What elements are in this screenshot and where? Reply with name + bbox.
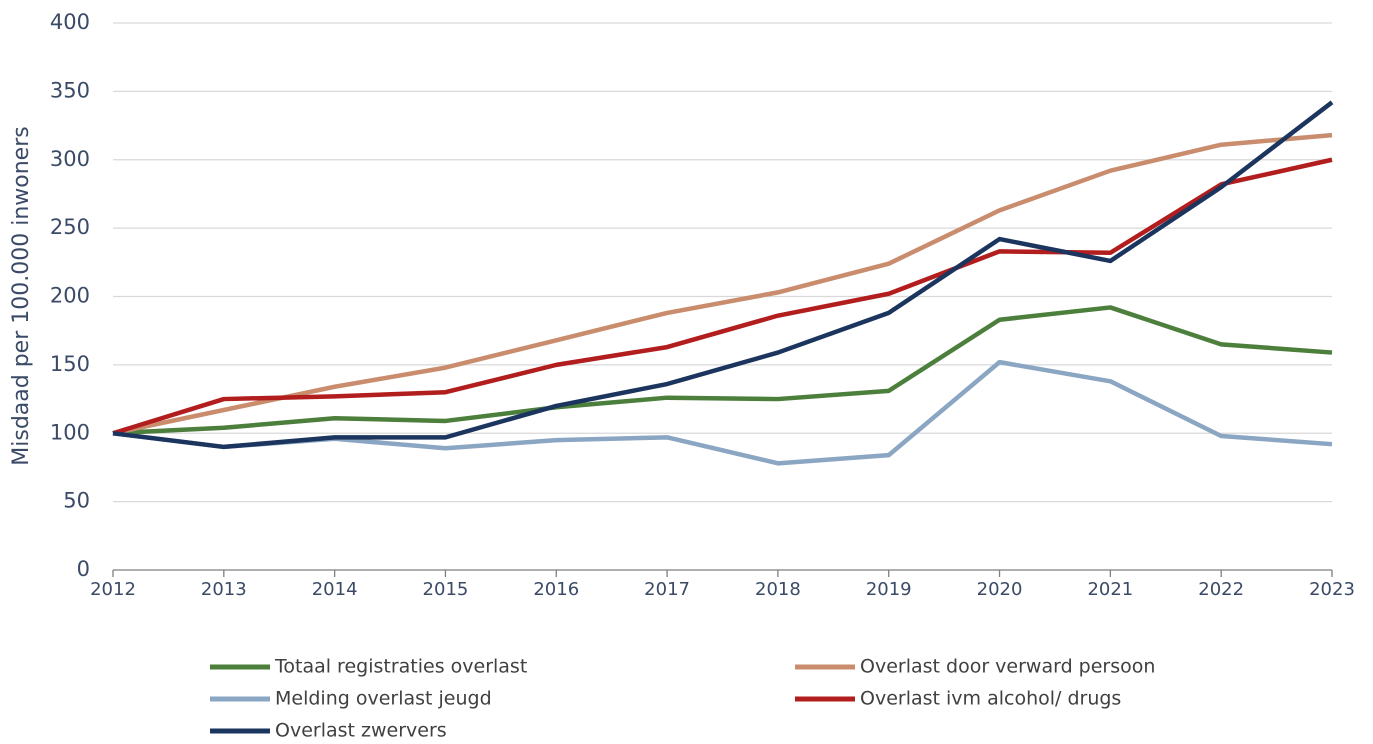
series-line xyxy=(112,100,1334,450)
x-tick-label: 2017 xyxy=(644,579,690,600)
series-line xyxy=(112,305,1333,436)
x-tick-label: 2015 xyxy=(423,579,469,600)
y-tick-label: 400 xyxy=(50,10,90,34)
y-axis-label: Misdaad per 100.000 inwoners xyxy=(9,126,34,465)
x-tick-label: 2013 xyxy=(201,579,247,600)
legend-label: Overlast door verward persoon xyxy=(860,656,1155,678)
y-tick-label: 50 xyxy=(63,489,90,513)
series-line xyxy=(112,359,1333,466)
series-line xyxy=(112,132,1333,436)
x-tick-label: 2023 xyxy=(1309,579,1355,600)
y-tick-label: 350 xyxy=(50,78,90,102)
y-tick-label: 0 xyxy=(77,557,90,581)
x-tick-label: 2012 xyxy=(90,579,136,600)
legend-label: Melding overlast jeugd xyxy=(275,688,492,710)
series-line xyxy=(112,157,1333,436)
y-tick-label: 200 xyxy=(50,284,90,308)
x-tick-label: 2019 xyxy=(866,579,912,600)
x-tick-label: 2016 xyxy=(533,579,579,600)
x-tick-label: 2014 xyxy=(312,579,358,600)
y-tick-label: 150 xyxy=(50,352,90,376)
x-tick-label: 2020 xyxy=(977,579,1023,600)
x-tick-label: 2022 xyxy=(1198,579,1244,600)
legend-label: Overlast zwervers xyxy=(275,720,447,741)
y-tick-label: 250 xyxy=(50,215,90,239)
x-tick-label: 2021 xyxy=(1087,579,1133,600)
y-tick-label: 100 xyxy=(50,420,90,444)
y-tick-label: 300 xyxy=(50,147,90,171)
legend-label: Overlast ivm alcohol/ drugs xyxy=(860,688,1121,710)
legend-label: Totaal registraties overlast xyxy=(274,656,527,678)
x-tick-label: 2018 xyxy=(755,579,801,600)
